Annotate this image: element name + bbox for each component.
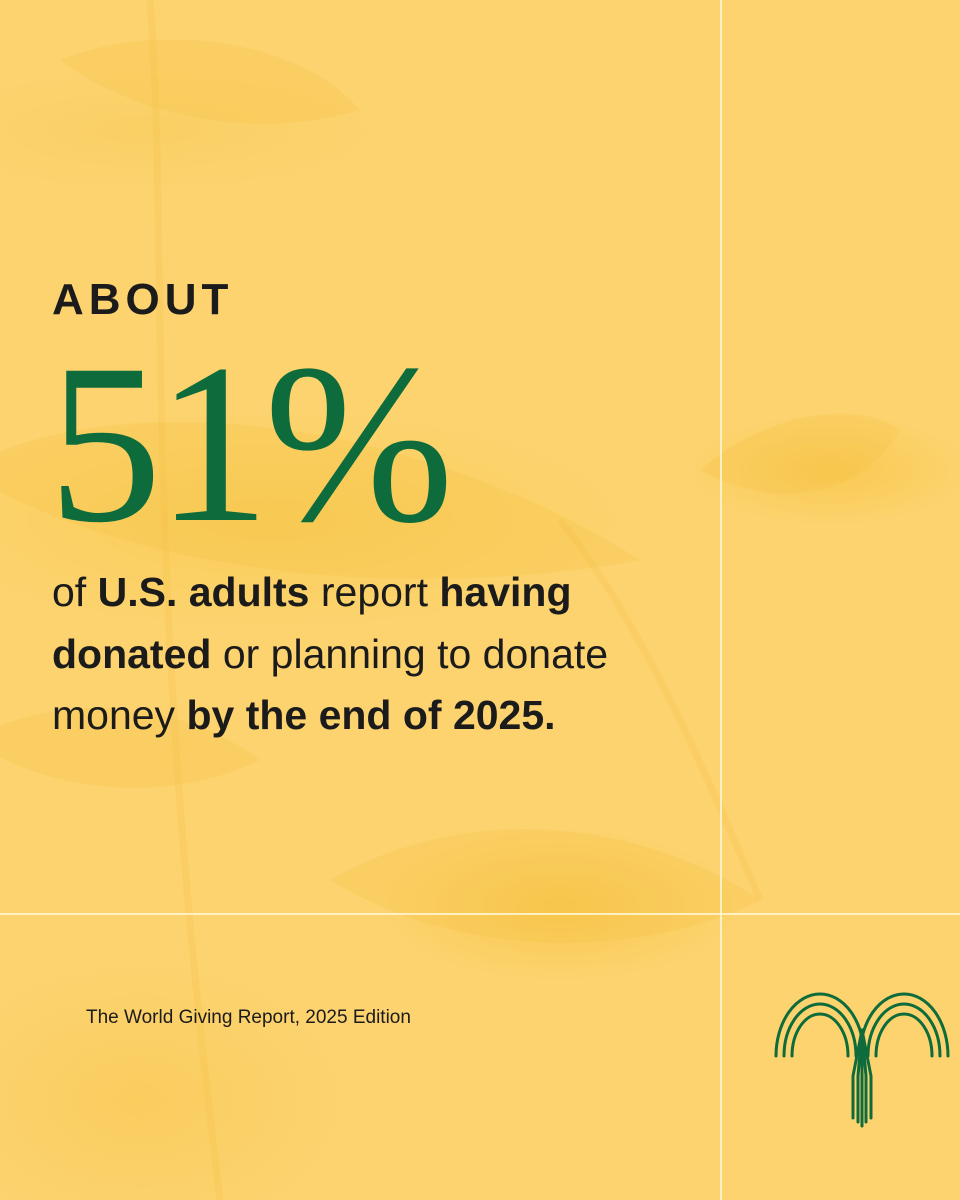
statement-segment: or planning to donate money: [52, 630, 609, 739]
statement-text: of U.S. adults report having donated or …: [52, 562, 702, 747]
statement-emphasis: having donated: [52, 569, 572, 677]
vertical-grid-line: [720, 0, 722, 1200]
statement-segment: report: [309, 569, 440, 615]
eyebrow-label: ABOUT: [52, 275, 234, 324]
horizontal-grid-line: [0, 913, 960, 915]
headline-statistic: 51%: [48, 318, 454, 570]
statement-emphasis: U.S. adults: [97, 569, 310, 615]
statement-emphasis: by the end of 2025.: [186, 692, 556, 738]
fountain-arches-icon: [774, 992, 950, 1128]
source-citation: The World Giving Report, 2025 Edition: [86, 1007, 411, 1028]
statement-segment: of: [52, 569, 98, 615]
